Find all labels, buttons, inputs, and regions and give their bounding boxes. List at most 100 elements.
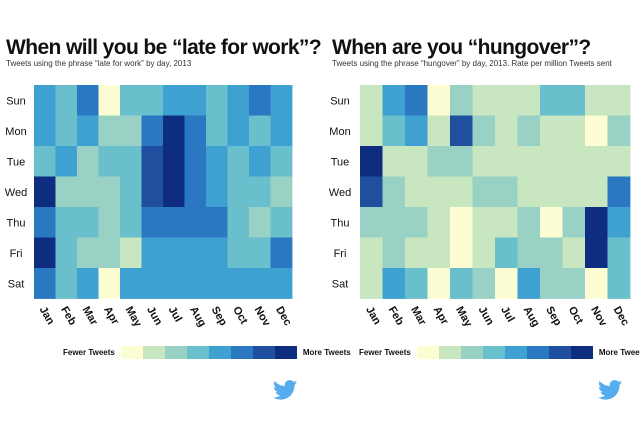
y-tick-label: Thu bbox=[7, 217, 26, 229]
heatmap-cell-tue-aug bbox=[184, 146, 207, 177]
heatmap-cell-thu-jan bbox=[360, 207, 383, 238]
legend: Fewer Tweets More Tweets bbox=[359, 345, 640, 359]
heatmap-cell-wed-jul bbox=[163, 176, 185, 208]
heatmap-cell-fri-sep bbox=[540, 237, 563, 269]
heatmap-cell-sat-sep bbox=[540, 268, 563, 299]
heatmap-cell-tue-apr bbox=[427, 146, 451, 177]
legend-swatch bbox=[186, 345, 209, 359]
heatmap-cell-wed-jul bbox=[495, 176, 518, 208]
heatmap-cell-sun-apr bbox=[427, 85, 451, 116]
heatmap-cell-wed-dec bbox=[607, 176, 631, 208]
heatmap-cell-thu-feb bbox=[382, 207, 406, 238]
heatmap-cell-tue-jun bbox=[141, 146, 164, 177]
heatmap-cell-sat-feb bbox=[382, 268, 406, 299]
heatmap-cell-fri-sep bbox=[206, 237, 228, 269]
x-tick-label: May bbox=[123, 304, 145, 329]
heatmap-cell-fri-dec bbox=[607, 237, 631, 269]
heatmap-cell-sun-sep bbox=[540, 85, 563, 116]
heatmap-cell-wed-mar bbox=[77, 176, 99, 208]
heatmap-cell-mon-oct bbox=[562, 115, 586, 147]
heatmap-cell-thu-feb bbox=[55, 207, 78, 238]
heatmap-cell-thu-jun bbox=[141, 207, 164, 238]
heatmap-cell-sun-jun bbox=[472, 85, 496, 116]
legend-swatch bbox=[482, 345, 505, 359]
heatmap-cell-mon-feb bbox=[55, 115, 78, 147]
y-tick-label: Sat bbox=[8, 278, 25, 290]
heatmap-cell-sat-nov bbox=[249, 268, 271, 299]
legend: Fewer Tweets More Tweets bbox=[63, 345, 351, 359]
heatmap-cell-sat-nov bbox=[585, 268, 608, 299]
heatmap-cell-sun-mar bbox=[77, 85, 99, 116]
heatmap-cell-mon-apr bbox=[98, 115, 121, 147]
x-tick-label: Jun bbox=[476, 304, 496, 327]
heatmap-cell-thu-oct bbox=[227, 207, 250, 238]
heatmap-cell-fri-may bbox=[120, 237, 142, 269]
x-tick-label: Nov bbox=[588, 304, 609, 329]
heatmap-cell-sat-may bbox=[120, 268, 142, 299]
heatmap-cell-sat-may bbox=[450, 268, 473, 299]
heatmap-cell-sat-jan bbox=[360, 268, 383, 299]
heatmap-cell-tue-jun bbox=[472, 146, 496, 177]
late-for-work-panel: When will you be “late for work”? Tweets… bbox=[5, 36, 351, 400]
heatmap-cell-sun-may bbox=[120, 85, 142, 116]
heatmap-cell-thu-jan bbox=[34, 207, 56, 238]
heatmap-cell-mon-aug bbox=[517, 115, 541, 147]
heatmap-cell-sat-apr bbox=[427, 268, 451, 299]
x-tick-label: Dec bbox=[273, 304, 293, 327]
legend-low-label: Fewer Tweets bbox=[63, 347, 115, 357]
heatmap-cell-wed-sep bbox=[540, 176, 563, 208]
heatmap-cell-wed-apr bbox=[98, 176, 121, 208]
y-tick-label: Sun bbox=[330, 95, 350, 107]
heatmap-cell-mon-oct bbox=[227, 115, 250, 147]
heatmap-cell-fri-jul bbox=[495, 237, 518, 269]
legend-high-label: More Tweets bbox=[302, 347, 351, 357]
x-tick-label: Apr bbox=[101, 304, 121, 327]
heatmap-cell-tue-aug bbox=[517, 146, 541, 177]
heatmap-cell-mon-jun bbox=[141, 115, 164, 147]
heatmap-cell-tue-oct bbox=[227, 146, 250, 177]
heatmap-cell-sun-oct bbox=[227, 85, 250, 116]
heatmap-cell-tue-feb bbox=[55, 146, 78, 177]
legend-low-label: Fewer Tweets bbox=[359, 347, 411, 357]
heatmap-cell-wed-nov bbox=[249, 176, 271, 208]
legend-swatch bbox=[570, 345, 593, 359]
legend-swatch bbox=[252, 345, 275, 359]
heatmap-cell-sat-jul bbox=[163, 268, 185, 299]
heatmap-cell-fri-oct bbox=[227, 237, 250, 269]
y-tick-label: Tue bbox=[331, 156, 350, 168]
heatmap-cell-mon-jul bbox=[495, 115, 518, 147]
y-tick-label: Fri bbox=[334, 248, 347, 260]
heatmap-cell-thu-aug bbox=[517, 207, 541, 238]
heatmap-cell-mon-jan bbox=[34, 115, 56, 147]
heatmap-cell-sat-apr bbox=[98, 268, 121, 299]
heatmap-cell-sat-jul bbox=[495, 268, 518, 299]
legend-swatch bbox=[208, 345, 231, 359]
heatmap-cell-tue-apr bbox=[98, 146, 121, 177]
heatmap-cell-sun-oct bbox=[562, 85, 586, 116]
chart-subtitle: Tweets using the phrase “hungover” by da… bbox=[332, 59, 612, 68]
heatmap-cell-wed-jun bbox=[472, 176, 496, 208]
heatmap-cell-wed-sep bbox=[206, 176, 228, 208]
heatmap-cell-tue-mar bbox=[77, 146, 99, 177]
heatmap-cell-sun-jun bbox=[141, 85, 164, 116]
chart-title: When will you be “late for work”? bbox=[6, 36, 322, 59]
heatmap-cell-mon-sep bbox=[206, 115, 228, 147]
chart-subtitle: Tweets using the phrase “late for work” … bbox=[6, 59, 192, 68]
heatmap-cell-fri-jul bbox=[163, 237, 185, 269]
heatmap-cell-tue-mar bbox=[405, 146, 428, 177]
heatmap-cell-sun-dec bbox=[270, 85, 293, 116]
heatmap-cell-fri-oct bbox=[562, 237, 586, 269]
x-tick-label: Mar bbox=[80, 304, 101, 328]
heatmap-cell-sun-aug bbox=[184, 85, 207, 116]
y-tick-label: Mon bbox=[5, 126, 26, 138]
legend-swatch bbox=[274, 345, 297, 359]
heatmap-cell-wed-jun bbox=[141, 176, 164, 208]
x-tick-label: Feb bbox=[386, 304, 406, 327]
heatmap-cell-thu-mar bbox=[77, 207, 99, 238]
heatmap-cell-tue-may bbox=[450, 146, 473, 177]
heatmap-cell-tue-jul bbox=[495, 146, 518, 177]
x-tick-label: Feb bbox=[58, 304, 78, 327]
heatmap-cell-wed-dec bbox=[270, 176, 293, 208]
heatmap-cell-fri-mar bbox=[77, 237, 99, 269]
heatmap-cell-wed-nov bbox=[585, 176, 608, 208]
